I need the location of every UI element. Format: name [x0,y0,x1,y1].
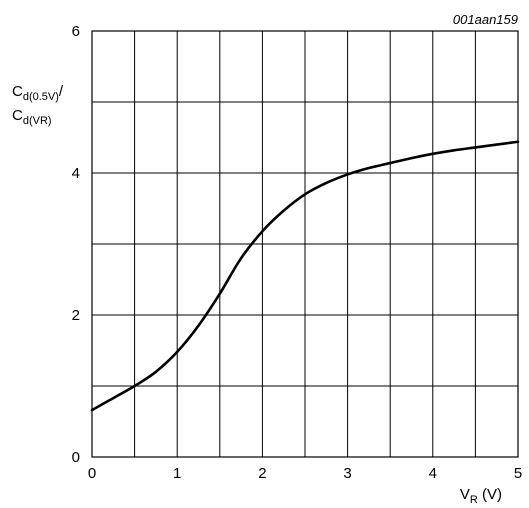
x-tick-label: 4 [429,465,437,482]
x-tick-label: 3 [343,465,351,482]
x-tick-labels: 0 1 2 3 4 5 [88,465,522,482]
y-tick-label: 0 [72,449,80,466]
y-axis-label-bottom: Cd(VR) [12,107,52,127]
y-label-bottom-main: C [12,107,23,124]
x-label-main: V [460,486,470,503]
y-label-top-main: C [12,83,23,100]
x-tick-label: 5 [514,465,522,482]
grid [92,31,518,457]
series-curve [90,140,520,412]
figure-code: 001aan159 [453,12,518,27]
y-tick-labels: 0 2 4 6 [72,23,80,466]
y-label-top-suffix: / [59,83,64,100]
y-tick-label: 6 [72,23,80,40]
x-tick-label: 0 [88,465,96,482]
x-tick-label: 1 [173,465,181,482]
plot-frame [91,30,519,458]
x-axis-label: VR (V) [460,486,502,506]
y-label-bottom-sub: d(VR) [23,115,52,127]
y-label-top-sub: d(0.5V) [23,91,59,103]
x-tick-label: 2 [258,465,266,482]
y-tick-label: 2 [72,307,80,324]
x-label-sub: R [470,494,478,506]
y-axis-label-top: Cd(0.5V)/ [12,83,64,103]
y-tick-label: 4 [72,165,80,182]
x-label-suffix: (V) [478,486,502,503]
